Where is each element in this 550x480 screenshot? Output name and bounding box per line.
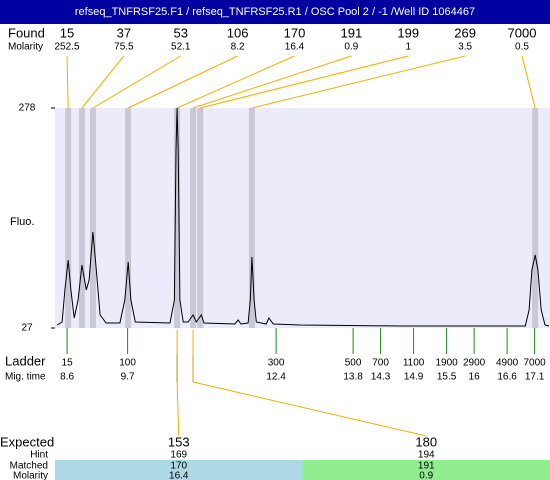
found-molarity: 252.5	[54, 42, 79, 53]
found-size: 269	[454, 25, 476, 40]
found-connector	[200, 55, 409, 109]
ladder-time: 8.6	[60, 372, 74, 383]
matched-box	[302, 460, 550, 480]
ladder-size: 700	[372, 358, 389, 369]
ladder-size: 15	[62, 358, 74, 369]
expected-matched: 170	[170, 461, 187, 472]
ladder-time: 12.4	[266, 372, 286, 383]
expected-matched: 191	[418, 461, 435, 472]
found-size: 191	[341, 25, 363, 40]
header-title: refseq_TNFRSF25.F1 / refseq_TNFRSF25.R1 …	[75, 6, 475, 18]
found-size: 7000	[508, 25, 537, 40]
expected-row-label: Expected	[0, 434, 54, 449]
found-molarity: 52.1	[171, 42, 191, 53]
ladder-size: 500	[345, 358, 362, 369]
ladder-time: 13.8	[343, 372, 363, 383]
ladder-time: 17.1	[525, 372, 545, 383]
plot-area	[55, 108, 550, 328]
found-connector	[521, 55, 536, 109]
found-label: Found	[8, 25, 45, 40]
ladder-label: Ladder	[5, 353, 46, 368]
matched-box	[55, 460, 303, 480]
ladder-time: 14.9	[404, 372, 424, 383]
found-size: 15	[60, 25, 74, 40]
found-band	[197, 108, 204, 328]
y-axis-label: Fluo.	[10, 216, 34, 228]
found-molarity: 75.5	[114, 42, 134, 53]
molarity-label: Molarity	[8, 42, 43, 53]
mig-time-label: Mig. time	[5, 372, 46, 383]
found-size: 170	[284, 25, 306, 40]
found-connector	[251, 55, 466, 109]
found-size: 53	[174, 25, 188, 40]
found-band	[174, 108, 181, 328]
found-connector	[127, 55, 238, 109]
found-connector	[81, 55, 125, 109]
ladder-time: 16	[469, 372, 481, 383]
found-molarity: 8.2	[231, 42, 245, 53]
ladder-size: 300	[268, 358, 285, 369]
ladder-size: 1900	[435, 358, 458, 369]
header-bar	[0, 0, 550, 24]
ladder-size: 100	[119, 358, 136, 369]
found-connector	[176, 55, 295, 109]
expected-row-label: Hint	[30, 450, 48, 461]
found-molarity: 0.5	[515, 42, 529, 53]
found-molarity: 0.9	[344, 42, 358, 53]
found-size: 37	[117, 25, 131, 40]
ladder-size: 2900	[463, 358, 486, 369]
ladder-size: 7000	[523, 358, 546, 369]
found-molarity: 1	[405, 42, 411, 53]
found-connector	[92, 55, 182, 109]
y-tick-label: 27	[21, 323, 33, 334]
ladder-size: 1100	[403, 358, 425, 369]
found-band	[532, 108, 539, 328]
match-connector	[192, 381, 427, 437]
found-band	[190, 108, 197, 328]
found-molarity: 3.5	[458, 42, 472, 53]
expected-hint: 169	[170, 450, 187, 461]
found-size: 199	[397, 25, 419, 40]
expected-size: 153	[168, 434, 190, 449]
ladder-time: 16.6	[497, 372, 517, 383]
ladder-time: 14.3	[371, 372, 391, 383]
ladder-time: 9.7	[121, 372, 135, 383]
expected-row-label: Molarity	[13, 471, 48, 480]
found-band	[65, 108, 72, 328]
expected-molarity: 16.4	[169, 471, 189, 480]
found-band	[248, 108, 255, 328]
found-molarity: 16.4	[285, 42, 305, 53]
ladder-size: 4900	[496, 358, 519, 369]
trace	[56, 107, 550, 327]
found-size: 106	[227, 25, 249, 40]
found-connector	[192, 55, 352, 109]
match-connector	[176, 381, 180, 437]
ladder-time: 15.5	[437, 372, 457, 383]
expected-size: 180	[415, 434, 437, 449]
expected-hint: 194	[418, 450, 435, 461]
expected-row-label: Matched	[10, 461, 48, 472]
found-band	[78, 108, 85, 328]
found-band	[89, 108, 96, 328]
y-tick-label: 278	[19, 103, 36, 114]
found-connector	[66, 55, 69, 109]
found-band	[125, 108, 132, 328]
expected-molarity: 0.9	[419, 471, 433, 480]
